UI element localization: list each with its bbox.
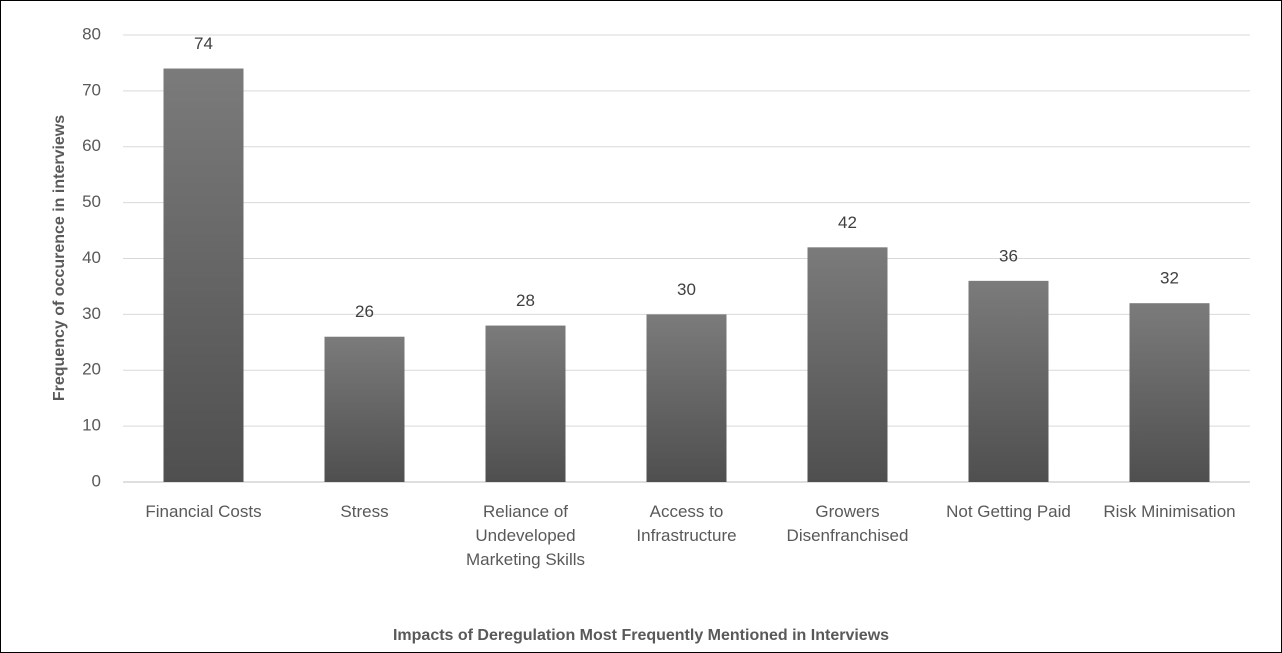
bar [807,247,888,482]
x-axis-title: Impacts of Deregulation Most Frequently … [392,627,890,644]
bar [1129,303,1210,482]
y-tick-label: 70 [82,80,101,99]
y-axis-title: Frequency of occurence in interviews [51,115,68,401]
data-label: 74 [194,34,213,53]
bar [968,280,1049,482]
data-label: 28 [516,291,535,310]
bar [485,325,566,482]
y-tick-label: 20 [82,360,101,379]
bar [324,336,405,482]
x-tick-label: Risk Minimisation [1103,502,1236,521]
x-tick-label: Stress [340,502,389,521]
y-tick-label: 30 [82,304,101,323]
x-tick-label: Reliance of Undeveloped Marketing Skills [465,502,586,569]
data-label: 36 [999,246,1018,265]
y-tick-label: 60 [82,136,101,155]
y-tick-label: 40 [82,248,101,267]
bar [646,314,727,482]
data-label: 32 [1160,269,1179,288]
x-tick-label: Financial Costs [145,502,262,521]
y-tick-label: 50 [82,192,101,211]
x-tick-label: Not Getting Paid [946,502,1071,521]
bar [163,68,244,483]
y-tick-label: 10 [82,416,101,435]
x-tick-label: Growers Disenfranchised [786,502,909,545]
data-label: 26 [355,302,374,321]
y-tick-label: 0 [92,471,101,490]
data-label: 42 [838,213,857,232]
data-label: 30 [677,280,696,299]
x-tick-label: Access to Infrastructure [636,502,737,545]
y-tick-label: 80 [82,24,101,43]
